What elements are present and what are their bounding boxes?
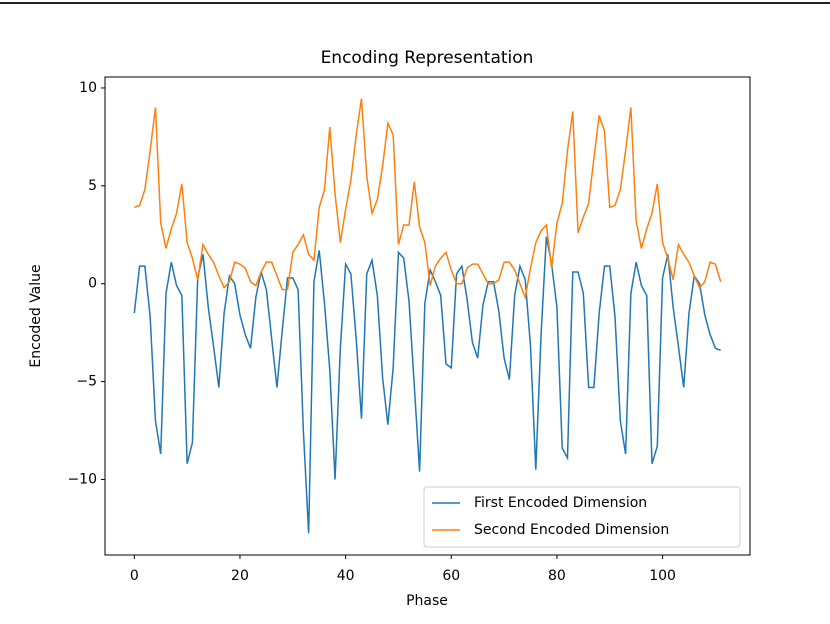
x-tick-label: 60	[442, 568, 460, 584]
x-tick-label: 80	[548, 568, 566, 584]
y-tick-label: −5	[76, 374, 97, 390]
legend-label: First Encoded Dimension	[474, 495, 647, 511]
x-axis-label: Phase	[406, 593, 448, 609]
legend-label: Second Encoded Dimension	[474, 522, 669, 538]
legend-box	[423, 486, 741, 548]
y-axis-label: Encoded Value	[28, 264, 44, 367]
series-line	[134, 98, 722, 301]
chart-title: Encoding Representation	[321, 48, 534, 68]
x-tick-label: 40	[337, 568, 355, 584]
series-line	[133, 236, 721, 534]
y-tick-label: 5	[88, 178, 97, 194]
y-tick-label: −10	[67, 471, 97, 487]
x-tick-label: 0	[130, 568, 139, 584]
y-tick-label: 10	[79, 80, 97, 96]
plot-frame	[104, 76, 751, 556]
x-tick-label: 20	[231, 568, 249, 584]
x-tick-label: 100	[649, 568, 676, 584]
y-tick-label: 0	[88, 276, 97, 292]
